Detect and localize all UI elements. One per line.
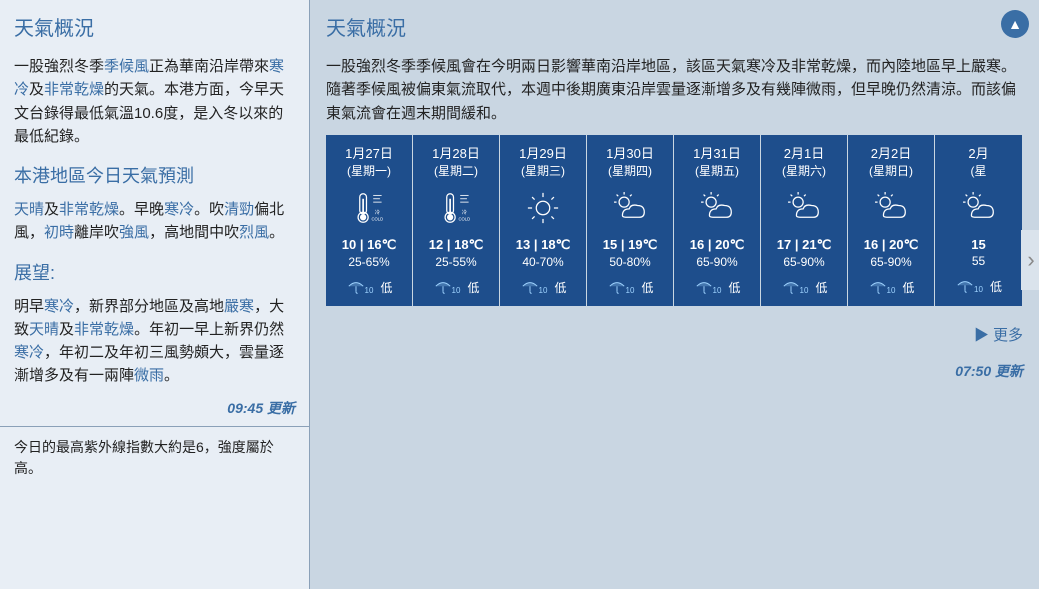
right-title: 天氣概況 [326, 12, 1023, 41]
link-fresh[interactable]: 清勁 [224, 201, 254, 218]
forecast-temp: 13 | 18℃ [504, 237, 582, 253]
svg-text:冷: 冷 [462, 209, 467, 216]
weather-icon: 冷COLD [330, 185, 408, 231]
forecast-date: 2月2日 [852, 143, 930, 162]
link-strong[interactable]: 強風 [119, 224, 149, 241]
forecast-rain: 10低 [939, 278, 1018, 295]
svg-text:COLD: COLD [372, 216, 384, 221]
link-verydry[interactable]: 非常乾燥 [44, 81, 104, 98]
left-subtitle-forecast: 本港地區今日天氣預測 [14, 162, 295, 188]
link-lightrain[interactable]: 微雨 [134, 367, 164, 384]
right-panel: ▲ 天氣概況 一股強烈冬季季候風會在今明兩日影響華南沿岸地區，該區天氣寒冷及非常… [310, 0, 1039, 589]
forecast-card[interactable]: 1月27日(星期一) 冷COLD 10 | 16℃ 25-65% 10低 [326, 135, 413, 306]
forecast-humidity: 40-70% [504, 255, 582, 269]
forecast-rain: 10低 [417, 279, 495, 296]
link-cold4[interactable]: 寒冷 [14, 344, 44, 361]
forecast-date: 2月1日 [765, 143, 843, 162]
forecast-rain: 10低 [504, 279, 582, 296]
forecast-temp: 15 [939, 237, 1018, 252]
weather-icon [765, 185, 843, 231]
uv-section: 今日的最高紫外線指數大約是6，強度屬於高。 [0, 426, 309, 480]
forecast-card[interactable]: 1月28日(星期二) 冷COLD 12 | 18℃ 25-55% 10低 [413, 135, 500, 306]
svg-text:COLD: COLD [459, 216, 471, 221]
right-update-time: 07:50 更新 [326, 361, 1023, 381]
forecast-date: 1月28日 [417, 143, 495, 162]
uv-text: 今日的最高紫外線指數大約是6，強度屬於高。 [14, 437, 295, 480]
forecast-rain: 10低 [678, 279, 756, 296]
weather-icon [678, 185, 756, 231]
weather-icon [591, 185, 669, 231]
forecast-dow: (星期日) [852, 162, 930, 179]
left-paragraph-1: 一股強烈冬季季候風正為華南沿岸帶來寒冷及非常乾燥的天氣。本港方面，今早天文台錄得… [14, 55, 295, 148]
link-verydry3[interactable]: 非常乾燥 [74, 321, 134, 338]
forecast-card[interactable]: 1月30日(星期四) 15 | 19℃ 50-80% 10低 [587, 135, 674, 306]
forecast-date: 1月29日 [504, 143, 582, 162]
left-panel: 天氣概況 一股強烈冬季季候風正為華南沿岸帶來寒冷及非常乾燥的天氣。本港方面，今早… [0, 0, 310, 589]
weather-icon [852, 185, 930, 231]
left-title: 天氣概況 [14, 12, 295, 41]
forecast-rain: 10低 [330, 279, 408, 296]
scroll-top-button[interactable]: ▲ [1001, 10, 1029, 38]
forecast-date: 1月30日 [591, 143, 669, 162]
forecast-temp: 16 | 20℃ [678, 237, 756, 253]
forecast-card[interactable]: 2月1日(星期六) 17 | 21℃ 65-90% 10低 [761, 135, 848, 306]
forecast-dow: (星期六) [765, 162, 843, 179]
left-update-time: 09:45 更新 [14, 398, 295, 418]
forecast-humidity: 25-65% [330, 255, 408, 269]
forecast-temp: 15 | 19℃ [591, 237, 669, 253]
forecast-dow: (星期二) [417, 162, 495, 179]
forecast-humidity: 65-90% [678, 255, 756, 269]
forecast-card[interactable]: 1月29日(星期三) 13 | 18℃ 40-70% 10低 [500, 135, 587, 306]
forecast-temp: 16 | 20℃ [852, 237, 930, 253]
forecast-temp: 12 | 18℃ [417, 237, 495, 253]
left-paragraph-2: 天晴及非常乾燥。早晚寒冷。吹清勁偏北風，初時離岸吹強風，高地間中吹烈風。 [14, 198, 295, 245]
weather-icon [939, 185, 1018, 231]
forecast-card[interactable]: 2月(星 15 55 10低 [935, 135, 1022, 306]
link-monsoon[interactable]: 季候風 [104, 58, 149, 75]
link-fine[interactable]: 天晴 [14, 201, 44, 218]
forecast-card[interactable]: 1月31日(星期五) 16 | 20℃ 65-90% 10低 [674, 135, 761, 306]
forecast-rain: 10低 [591, 279, 669, 296]
left-paragraph-3: 明早寒冷，新界部分地區及高地嚴寒，大致天晴及非常乾燥。年初一早上新界仍然寒冷，年… [14, 295, 295, 388]
forecast-date: 1月27日 [330, 143, 408, 162]
link-fine2[interactable]: 天晴 [29, 321, 59, 338]
left-subtitle-outlook: 展望: [14, 259, 295, 285]
forecast-temp: 17 | 21℃ [765, 237, 843, 253]
forecast-humidity: 65-90% [852, 255, 930, 269]
forecast-humidity: 50-80% [591, 255, 669, 269]
more-link[interactable]: ▶ 更多 [326, 324, 1023, 345]
svg-text:冷: 冷 [375, 209, 380, 216]
link-gale[interactable]: 烈風 [239, 224, 269, 241]
forecast-dow: (星期一) [330, 162, 408, 179]
link-severecold[interactable]: 嚴寒 [224, 298, 254, 315]
weather-icon: 冷COLD [417, 185, 495, 231]
forecast-card[interactable]: 2月2日(星期日) 16 | 20℃ 65-90% 10低 [848, 135, 935, 306]
forecast-humidity: 65-90% [765, 255, 843, 269]
forecast-dow: (星期五) [678, 162, 756, 179]
forecast-strip: 1月27日(星期一)冷COLD10 | 16℃25-65%10低1月28日(星期… [326, 135, 1023, 306]
link-cold2[interactable]: 寒冷 [164, 201, 194, 218]
forecast-date: 2月 [939, 143, 1018, 162]
weather-icon [504, 185, 582, 231]
link-atfirst[interactable]: 初時 [44, 224, 74, 241]
forecast-date: 1月31日 [678, 143, 756, 162]
forecast-dow: (星期四) [591, 162, 669, 179]
forecast-humidity: 25-55% [417, 255, 495, 269]
link-verydry2[interactable]: 非常乾燥 [59, 201, 119, 218]
forecast-rain: 10低 [765, 279, 843, 296]
forecast-dow: (星 [939, 162, 1018, 179]
forecast-rain: 10低 [852, 279, 930, 296]
forecast-next-arrow[interactable]: › [1021, 230, 1039, 290]
right-summary: 一股強烈冬季季候風會在今明兩日影響華南沿岸地區，該區天氣寒冷及非常乾燥，而內陸地… [326, 55, 1023, 125]
link-cold3[interactable]: 寒冷 [44, 298, 74, 315]
forecast-dow: (星期三) [504, 162, 582, 179]
forecast-temp: 10 | 16℃ [330, 237, 408, 253]
forecast-humidity: 55 [939, 254, 1018, 268]
